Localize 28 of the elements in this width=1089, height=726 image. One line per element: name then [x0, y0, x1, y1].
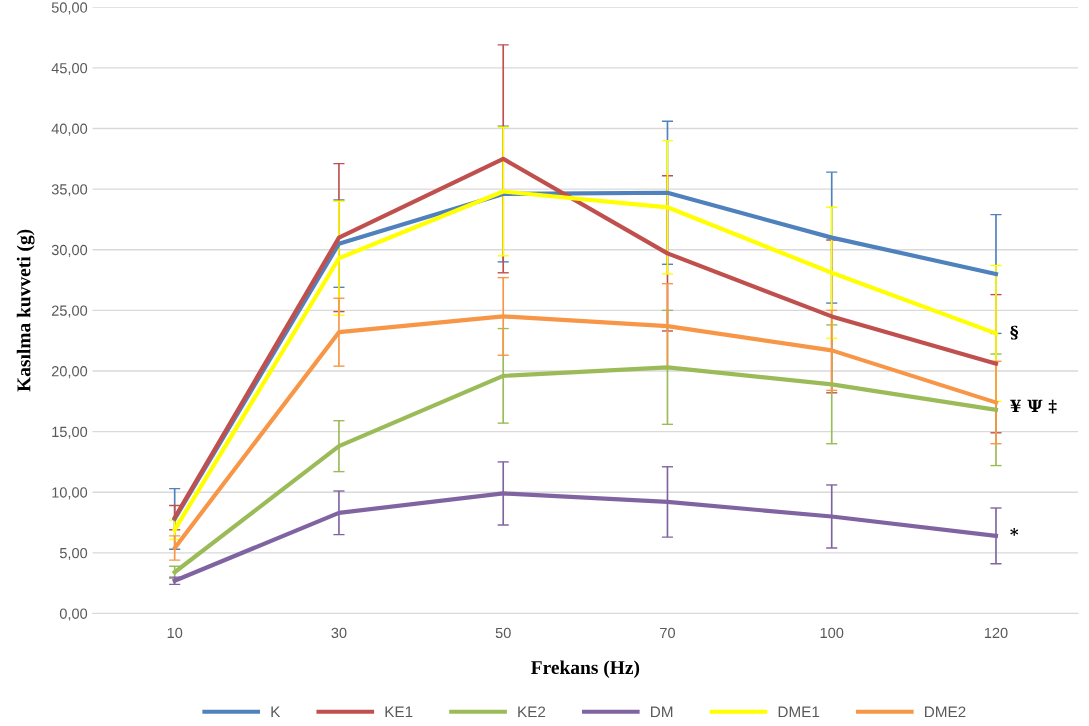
- legend-label: KE1: [385, 706, 413, 718]
- legend-label: DM: [651, 706, 673, 718]
- y-tick-label: 5,00: [59, 547, 88, 560]
- y-tick-label: 0,00: [59, 608, 88, 621]
- x-tick-label: 30: [331, 627, 347, 639]
- annotation: §: [1010, 325, 1019, 340]
- x-axis-title: Frekans (Hz): [531, 660, 640, 679]
- x-tick-label: 70: [660, 627, 676, 639]
- annotation: ¥ Ψ ‡: [1010, 399, 1057, 414]
- y-tick-label: 40,00: [51, 123, 88, 136]
- y-tick-label: 50,00: [51, 2, 88, 15]
- y-tick-label: 15,00: [52, 426, 88, 439]
- y-tick-label: 45,00: [51, 62, 88, 76]
- y-tick-label: 10,00: [52, 487, 88, 500]
- x-tick-label: 100: [820, 627, 844, 639]
- legend-label: K: [271, 706, 281, 718]
- x-tick-label: 10: [167, 627, 183, 639]
- y-tick-label: 35,00: [51, 184, 88, 197]
- y-tick-label: 20,00: [51, 366, 88, 379]
- y-tick-label: 30,00: [51, 244, 88, 257]
- legend-label: DME1: [778, 706, 820, 718]
- annotation: *: [1010, 528, 1019, 536]
- legend-label: DME2: [925, 706, 966, 718]
- y-tick-label: 25,00: [51, 305, 88, 318]
- x-tick-label: 50: [495, 627, 511, 639]
- y-axis-title: Kasılma kuvveti (g): [16, 229, 35, 392]
- legend-label: KE2: [518, 706, 546, 718]
- x-tick-label: 120: [984, 627, 1008, 639]
